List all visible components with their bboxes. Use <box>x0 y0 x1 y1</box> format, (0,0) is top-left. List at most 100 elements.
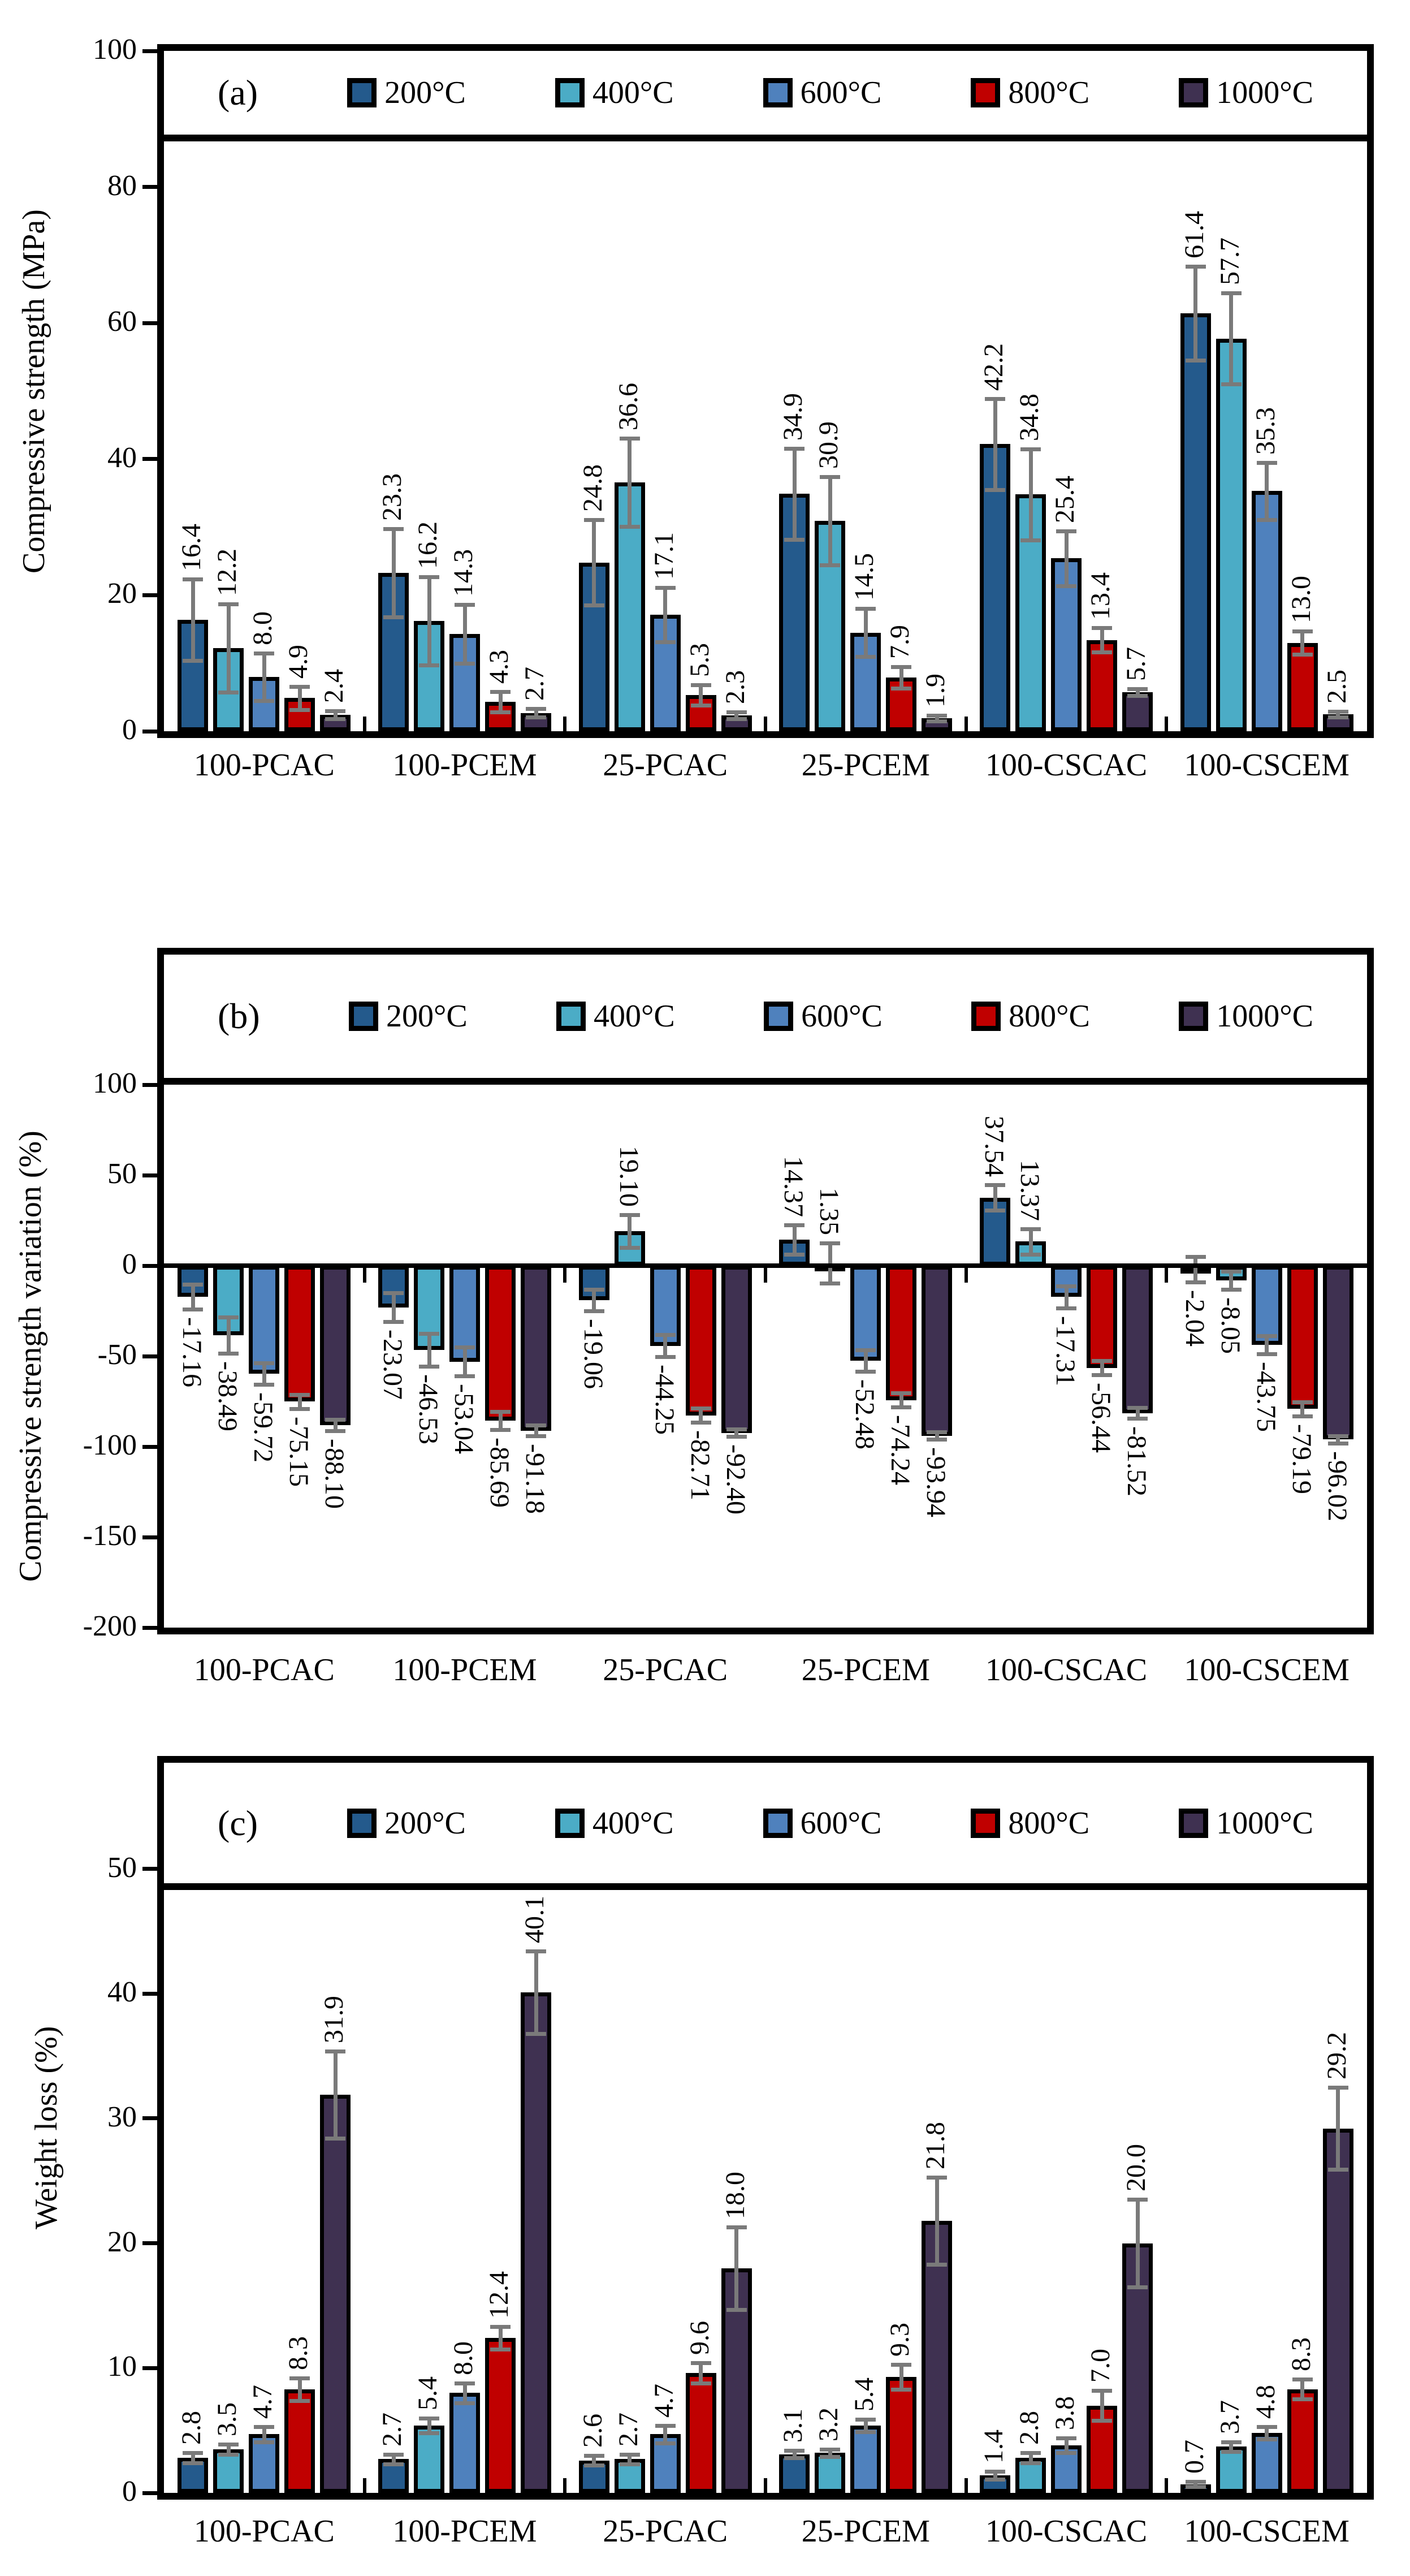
errorbar-cap-top-a-200°C-25-PCEM <box>784 446 805 451</box>
legend-swatch-icon-1000°C <box>1179 1808 1209 1838</box>
errorbar-cap-bottom-a-600°C-25-PCEM <box>855 654 876 659</box>
bar-a-600°C-100-CSCEM <box>1251 491 1282 731</box>
legend-label-600°C: 600°C <box>801 999 883 1034</box>
errorbar-cap-top-b-1000°C-100-PCAC <box>325 1418 346 1422</box>
ytick-label-a-0: 0 <box>122 714 137 746</box>
data-label-c-400°C-100-CSCAC: 2.8 <box>1014 2411 1045 2445</box>
errorbar-cap-bottom-c-400°C-25-PCAC <box>619 2462 640 2467</box>
ytick-mark-c-50 <box>142 1867 157 1871</box>
zero-axis-b <box>164 1263 1367 1268</box>
data-label-c-400°C-25-PCEM: 3.2 <box>814 2407 844 2441</box>
xtick-mark-a-2 <box>563 717 567 731</box>
errorbar-line-c-400°C-100-PCEM <box>427 2418 431 2433</box>
errorbar-cap-bottom-a-800°C-25-PCEM <box>891 687 912 691</box>
category-label-a-100-PCAC: 100-PCAC <box>193 748 335 783</box>
errorbar-cap-top-b-600°C-25-PCAC <box>655 1333 676 1337</box>
bar-b-1000°C-100-CSCAC <box>1122 1266 1153 1413</box>
errorbar-cap-top-b-800°C-100-CSCAC <box>1092 1358 1112 1363</box>
errorbar-cap-top-b-400°C-100-PCAC <box>218 1315 239 1320</box>
errorbar-line-c-400°C-25-PCAC <box>628 2454 632 2465</box>
errorbar-line-a-800°C-25-PCEM <box>899 666 903 689</box>
errorbar-line-b-800°C-25-PCEM <box>899 1392 903 1408</box>
errorbar-line-b-200°C-100-PCEM <box>391 1293 396 1322</box>
errorbar-cap-bottom-a-1000°C-100-CSCAC <box>1127 694 1148 698</box>
legend-swatch-icon-800°C <box>971 1002 1001 1031</box>
data-label-c-600°C-100-CSCEM: 4.8 <box>1250 2385 1281 2419</box>
errorbar-line-a-1000°C-100-PCAC <box>333 710 338 719</box>
errorbar-cap-top-c-200°C-100-PCEM <box>383 2452 404 2457</box>
legend-swatch-icon-200°C <box>347 78 377 107</box>
errorbar-line-c-400°C-100-PCAC <box>226 2444 231 2454</box>
bar-b-800°C-100-CSCEM <box>1287 1266 1318 1409</box>
errorbar-line-c-200°C-25-PCAC <box>592 2455 596 2466</box>
legend-item-b-800°C: 800°C <box>971 1000 1090 1032</box>
category-label-a-100-CSCAC: 100-CSCAC <box>985 748 1148 783</box>
errorbar-cap-top-c-600°C-25-PCEM <box>855 2417 876 2422</box>
data-label-c-200°C-100-CSCEM: 0.7 <box>1179 2440 1209 2474</box>
errorbar-line-b-800°C-25-PCAC <box>699 1408 703 1423</box>
errorbar-line-a-400°C-100-CSCAC <box>1028 448 1033 540</box>
errorbar-cap-bottom-b-400°C-100-PCAC <box>218 1352 239 1356</box>
errorbar-cap-bottom-c-200°C-100-CSCAC <box>985 2477 1005 2482</box>
errorbar-line-a-600°C-100-CSCEM <box>1265 462 1269 520</box>
errorbar-line-a-200°C-100-CSCAC <box>993 398 997 490</box>
legend-item-a-400°C: 400°C <box>555 77 674 109</box>
errorbar-line-c-800°C-100-PCEM <box>498 2327 503 2350</box>
errorbar-cap-bottom-b-800°C-100-CSCEM <box>1292 1414 1313 1419</box>
errorbar-cap-bottom-b-400°C-25-PCEM <box>820 1281 841 1285</box>
errorbar-line-a-800°C-100-PCAC <box>297 686 302 710</box>
errorbar-cap-top-a-1000°C-100-CSCAC <box>1127 687 1148 692</box>
errorbar-line-a-200°C-100-PCAC <box>191 579 195 661</box>
bar-a-800°C-100-CSCEM <box>1287 642 1318 731</box>
errorbar-line-a-400°C-100-PCAC <box>226 604 231 693</box>
errorbar-cap-bottom-b-200°C-25-PCEM <box>784 1252 805 1257</box>
errorbar-line-b-200°C-100-CSCAC <box>993 1185 997 1211</box>
errorbar-cap-bottom-a-200°C-100-CSCEM <box>1185 359 1206 363</box>
errorbar-cap-bottom-c-200°C-25-PCAC <box>583 2463 604 2468</box>
errorbar-cap-top-a-400°C-25-PCEM <box>820 475 841 480</box>
errorbar-line-c-1000°C-25-PCAC <box>734 2227 739 2310</box>
errorbar-cap-top-a-400°C-25-PCAC <box>619 436 640 441</box>
errorbar-line-c-600°C-100-CSCEM <box>1265 2427 1269 2440</box>
errorbar-line-a-1000°C-25-PCAC <box>734 712 739 719</box>
ytick-label-c-20: 20 <box>107 2225 137 2258</box>
errorbar-cap-top-a-600°C-25-PCAC <box>655 586 676 590</box>
errorbar-cap-bottom-a-600°C-100-PCEM <box>455 661 475 666</box>
errorbar-cap-bottom-a-600°C-100-PCAC <box>254 698 275 703</box>
plot-area-b <box>157 1078 1374 1634</box>
errorbar-cap-bottom-c-600°C-100-PCAC <box>254 2440 275 2444</box>
data-label-c-400°C-100-CSCEM: 3.7 <box>1214 2400 1245 2434</box>
errorbar-cap-top-a-800°C-25-PCEM <box>891 665 912 669</box>
errorbar-cap-bottom-a-600°C-100-CSCEM <box>1256 517 1277 522</box>
legend-item-c-400°C: 400°C <box>555 1807 674 1839</box>
errorbar-cap-bottom-a-600°C-25-PCAC <box>655 640 676 645</box>
errorbar-cap-top-c-800°C-100-PCEM <box>490 2325 511 2329</box>
errorbar-line-c-600°C-100-PCAC <box>262 2427 266 2442</box>
legend-swatch-icon-400°C <box>556 1002 586 1031</box>
errorbar-cap-top-b-200°C-25-PCEM <box>784 1223 805 1228</box>
errorbar-cap-bottom-b-1000°C-100-PCAC <box>325 1429 346 1433</box>
errorbar-line-a-800°C-100-PCEM <box>498 692 503 713</box>
errorbar-line-a-600°C-100-PCEM <box>462 605 467 663</box>
legend-label-600°C: 600°C <box>800 75 882 110</box>
errorbar-cap-top-c-200°C-25-PCEM <box>784 2448 805 2453</box>
ytick-label-b--150: -150 <box>83 1520 137 1552</box>
errorbar-line-c-600°C-100-PCEM <box>462 2383 467 2404</box>
errorbar-cap-top-c-1000°C-25-PCEM <box>927 2175 948 2180</box>
legend-swatch-icon-200°C <box>348 1002 378 1031</box>
errorbar-cap-bottom-c-600°C-25-PCAC <box>655 2441 676 2445</box>
errorbar-cap-bottom-c-200°C-25-PCEM <box>784 2456 805 2461</box>
data-label-c-800°C-25-PCAC: 9.6 <box>684 2321 715 2355</box>
category-label-b-100-CSCAC: 100-CSCAC <box>985 1652 1148 1688</box>
errorbar-cap-top-a-800°C-100-PCAC <box>289 684 310 689</box>
errorbar-cap-top-c-800°C-100-CSCAC <box>1092 2389 1112 2393</box>
ytick-label-c-30: 30 <box>107 2100 137 2133</box>
errorbar-cap-bottom-b-600°C-100-CSCEM <box>1256 1352 1277 1356</box>
ytick-mark-a-80 <box>142 185 157 189</box>
bar-c-800°C-100-CSCEM <box>1287 2389 1318 2493</box>
errorbar-cap-top-b-400°C-100-PCEM <box>419 1332 439 1336</box>
ytick-mark-b-50 <box>142 1173 157 1177</box>
errorbar-cap-bottom-c-1000°C-25-PCAC <box>726 2307 747 2312</box>
errorbar-cap-bottom-b-800°C-100-PCAC <box>289 1407 310 1412</box>
errorbar-line-b-600°C-25-PCEM <box>863 1349 868 1372</box>
